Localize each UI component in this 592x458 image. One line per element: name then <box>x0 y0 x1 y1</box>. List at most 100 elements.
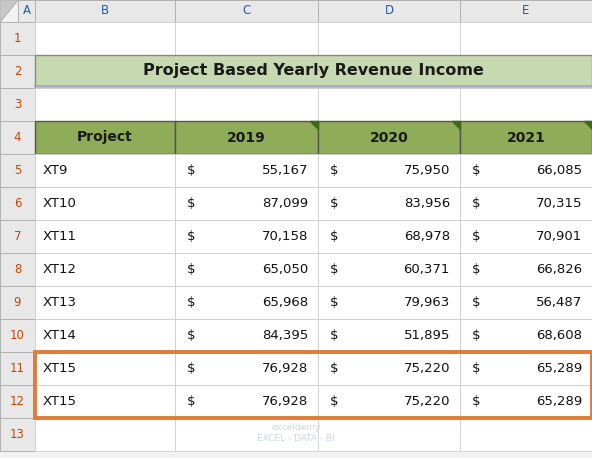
Bar <box>0 220 35 253</box>
Text: $: $ <box>187 230 195 243</box>
Text: $: $ <box>187 164 195 177</box>
Text: $: $ <box>472 197 481 210</box>
Text: $: $ <box>187 197 195 210</box>
Bar <box>318 319 460 352</box>
Text: E: E <box>522 5 530 17</box>
Bar <box>318 286 460 319</box>
Text: 65,050: 65,050 <box>262 263 308 276</box>
Bar <box>35 0 175 22</box>
Text: $: $ <box>330 164 339 177</box>
Bar <box>18 0 35 22</box>
Text: 66,085: 66,085 <box>536 164 582 177</box>
Text: 55,167: 55,167 <box>262 164 308 177</box>
Bar <box>35 55 592 88</box>
Text: $: $ <box>472 395 481 408</box>
Text: $: $ <box>472 329 481 342</box>
Bar <box>175 286 318 319</box>
Bar <box>460 220 592 253</box>
Bar <box>35 418 175 451</box>
Bar <box>175 0 318 22</box>
Text: XT13: XT13 <box>43 296 77 309</box>
Bar <box>318 385 460 418</box>
Bar <box>175 187 318 220</box>
Text: $: $ <box>187 296 195 309</box>
Bar <box>35 22 175 55</box>
Bar <box>460 88 592 121</box>
Text: 3: 3 <box>14 98 21 111</box>
Text: 84,395: 84,395 <box>262 329 308 342</box>
Text: 10: 10 <box>10 329 25 342</box>
Bar <box>460 352 592 385</box>
Text: $: $ <box>330 395 339 408</box>
Text: $: $ <box>330 263 339 276</box>
Text: 68,608: 68,608 <box>536 329 582 342</box>
Bar <box>460 154 592 187</box>
Bar <box>460 253 592 286</box>
Text: 11: 11 <box>10 362 25 375</box>
Text: $: $ <box>187 329 195 342</box>
Text: XT15: XT15 <box>43 395 77 408</box>
Bar <box>175 22 318 55</box>
Bar <box>460 385 592 418</box>
Text: 1: 1 <box>14 32 21 45</box>
Bar <box>35 352 175 385</box>
Bar <box>0 22 35 55</box>
Bar <box>460 121 592 154</box>
Text: 7: 7 <box>14 230 21 243</box>
Text: 13: 13 <box>10 428 25 441</box>
Bar <box>0 286 35 319</box>
Text: $: $ <box>330 197 339 210</box>
Text: 5: 5 <box>14 164 21 177</box>
Text: 65,289: 65,289 <box>536 395 582 408</box>
Text: 70,158: 70,158 <box>262 230 308 243</box>
Text: C: C <box>242 5 250 17</box>
Text: exceldemy
EXCEL - DATA - BI: exceldemy EXCEL - DATA - BI <box>257 423 335 443</box>
Polygon shape <box>452 121 460 129</box>
Text: $: $ <box>472 164 481 177</box>
Bar <box>0 121 35 154</box>
Bar <box>318 352 460 385</box>
Bar <box>318 22 460 55</box>
Text: 51,895: 51,895 <box>404 329 450 342</box>
Text: 87,099: 87,099 <box>262 197 308 210</box>
Bar <box>35 253 175 286</box>
Text: 79,963: 79,963 <box>404 296 450 309</box>
Bar <box>460 0 592 22</box>
Bar <box>35 88 175 121</box>
Bar <box>175 220 318 253</box>
Bar <box>175 121 318 154</box>
Bar <box>0 253 35 286</box>
Text: $: $ <box>187 263 195 276</box>
Text: 2019: 2019 <box>227 131 266 145</box>
Bar <box>35 385 175 418</box>
Text: $: $ <box>472 296 481 309</box>
Bar <box>318 253 460 286</box>
Text: 12: 12 <box>10 395 25 408</box>
Bar <box>460 187 592 220</box>
Text: $: $ <box>330 296 339 309</box>
Text: 76,928: 76,928 <box>262 362 308 375</box>
Text: 65,289: 65,289 <box>536 362 582 375</box>
Text: $: $ <box>472 230 481 243</box>
Bar <box>175 385 318 418</box>
Bar <box>0 319 35 352</box>
Text: XT15: XT15 <box>43 362 77 375</box>
Text: XT10: XT10 <box>43 197 77 210</box>
Polygon shape <box>584 121 592 129</box>
Text: $: $ <box>472 263 481 276</box>
Bar <box>175 352 318 385</box>
Bar <box>35 121 175 154</box>
Text: 2021: 2021 <box>507 131 545 145</box>
Bar <box>318 220 460 253</box>
Text: 60,371: 60,371 <box>404 263 450 276</box>
Text: 75,220: 75,220 <box>404 362 450 375</box>
Bar <box>460 319 592 352</box>
Bar <box>35 286 175 319</box>
Text: 65,968: 65,968 <box>262 296 308 309</box>
Text: 8: 8 <box>14 263 21 276</box>
Text: 76,928: 76,928 <box>262 395 308 408</box>
Bar <box>175 154 318 187</box>
Text: A: A <box>22 5 31 17</box>
Bar <box>35 319 175 352</box>
Text: D: D <box>384 5 394 17</box>
